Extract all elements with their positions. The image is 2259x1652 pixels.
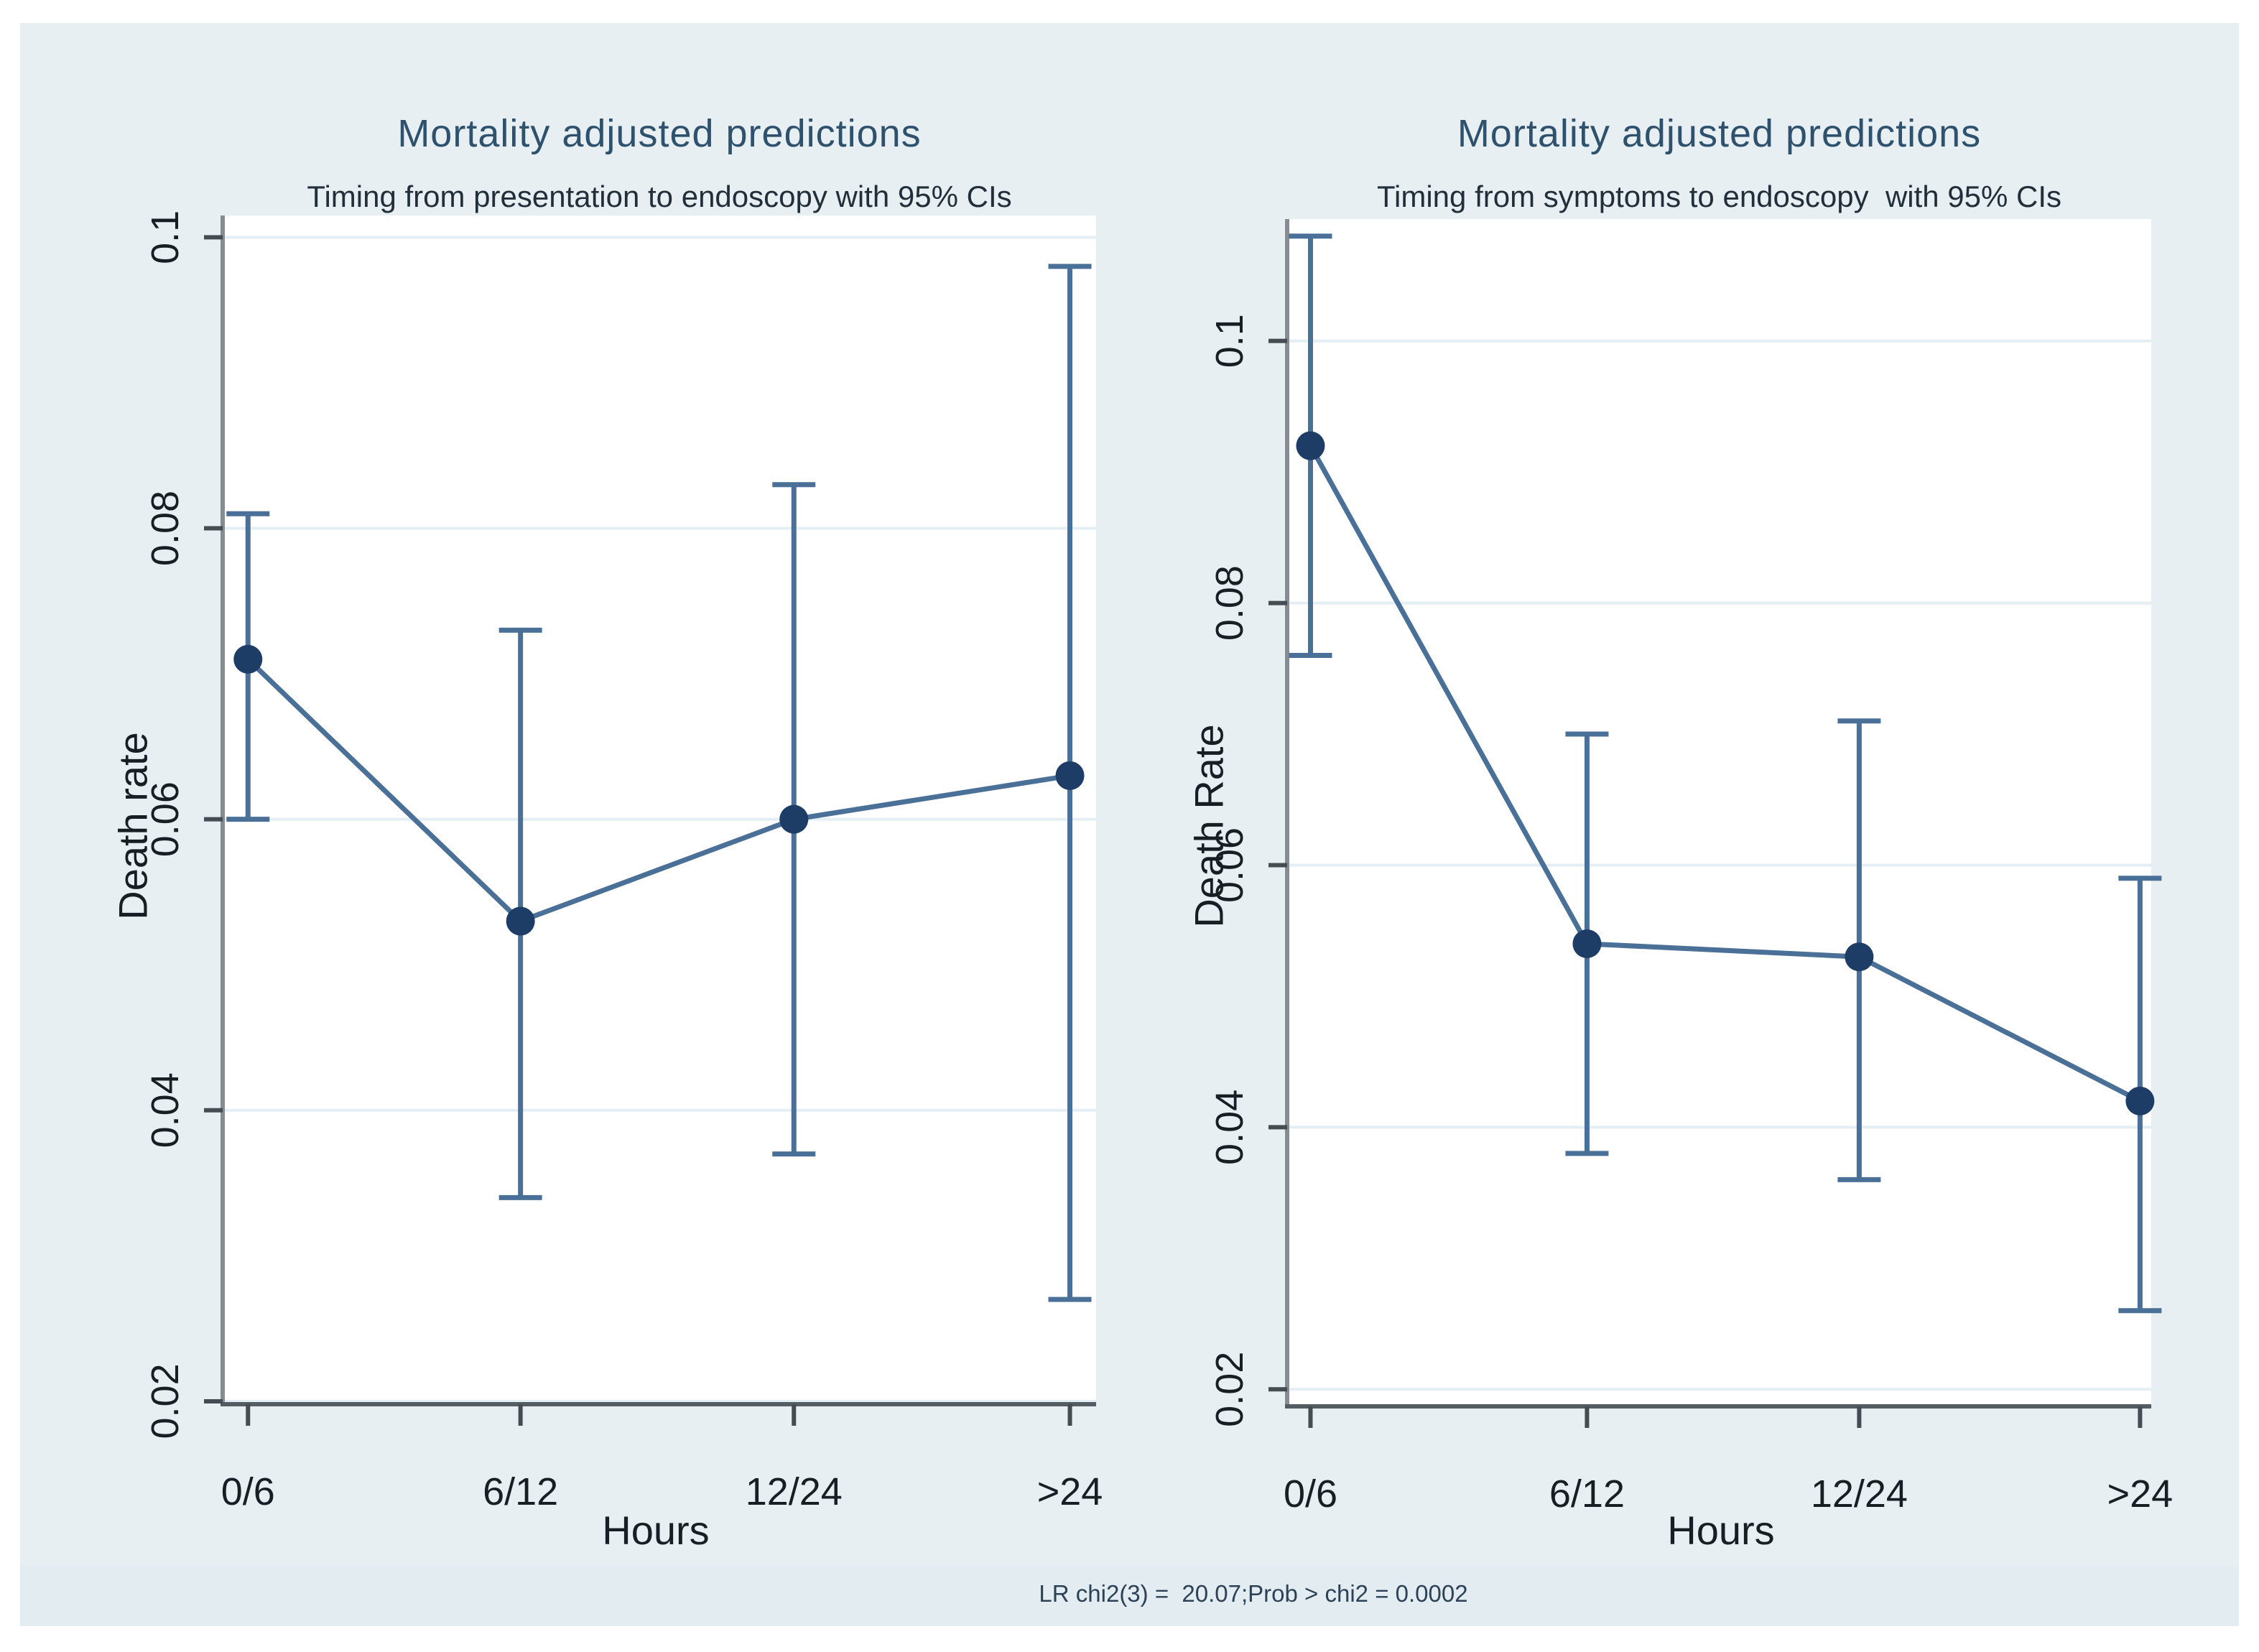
x-tick-label: >24	[2107, 1472, 2174, 1516]
data-point-marker	[779, 804, 809, 834]
y-tick-label: 0.02	[1208, 1352, 1251, 1427]
data-point-marker	[1572, 929, 1602, 958]
trend-line	[1308, 444, 2141, 1104]
x-axis-title-right: Hours	[1667, 1508, 1775, 1553]
chart-subtitle-left: Timing from presentation to endoscopy wi…	[307, 180, 1012, 213]
data-point-marker	[1296, 431, 1325, 460]
data-point-marker	[506, 906, 535, 936]
x-tick-label: 6/12	[483, 1470, 558, 1513]
trend-line	[246, 657, 1071, 924]
x-tick-label: >24	[1037, 1470, 1103, 1513]
chart-subtitle-right: Timing from symptoms to endoscopy with 9…	[1376, 180, 2062, 213]
y-tick-label: 0.02	[144, 1363, 187, 1439]
y-tick-label: 0.1	[1208, 314, 1251, 368]
x-tick-label: 12/24	[1811, 1472, 1908, 1516]
data-point-marker	[233, 644, 263, 674]
y-tick-label: 0.04	[1208, 1090, 1251, 1165]
y-axis-title-right: Death Rate	[1186, 724, 1232, 928]
x-tick-label: 6/12	[1549, 1472, 1625, 1516]
chart-title-left: Mortality adjusted predictions	[397, 112, 922, 155]
y-tick-label: 0.04	[144, 1072, 187, 1148]
y-tick-label: 0.1	[144, 210, 187, 264]
x-axis-title-left: Hours	[602, 1508, 710, 1553]
y-tick-label: 0.06	[1208, 827, 1251, 903]
x-tick-label: 0/6	[221, 1470, 275, 1513]
data-point-marker	[1845, 942, 1874, 972]
x-tick-label: 12/24	[746, 1470, 843, 1513]
plot-background	[223, 215, 1096, 1404]
y-tick-label: 0.08	[144, 491, 187, 566]
footer-band	[20, 1566, 2239, 1626]
x-tick-label: 0/6	[1284, 1472, 1337, 1516]
y-axis-title-left: Death rate	[110, 732, 156, 920]
data-point-marker	[2125, 1086, 2155, 1115]
data-point-marker	[1055, 761, 1085, 790]
lr-test-stats: LR chi2(3) = 20.07;Prob > chi2 = 0.0002	[1039, 1580, 1468, 1607]
plot-background	[1287, 219, 2151, 1406]
y-tick-label: 0.08	[1208, 565, 1251, 641]
y-tick-label: 0.06	[144, 781, 187, 857]
chart-title-right: Mortality adjusted predictions	[1457, 112, 1982, 155]
